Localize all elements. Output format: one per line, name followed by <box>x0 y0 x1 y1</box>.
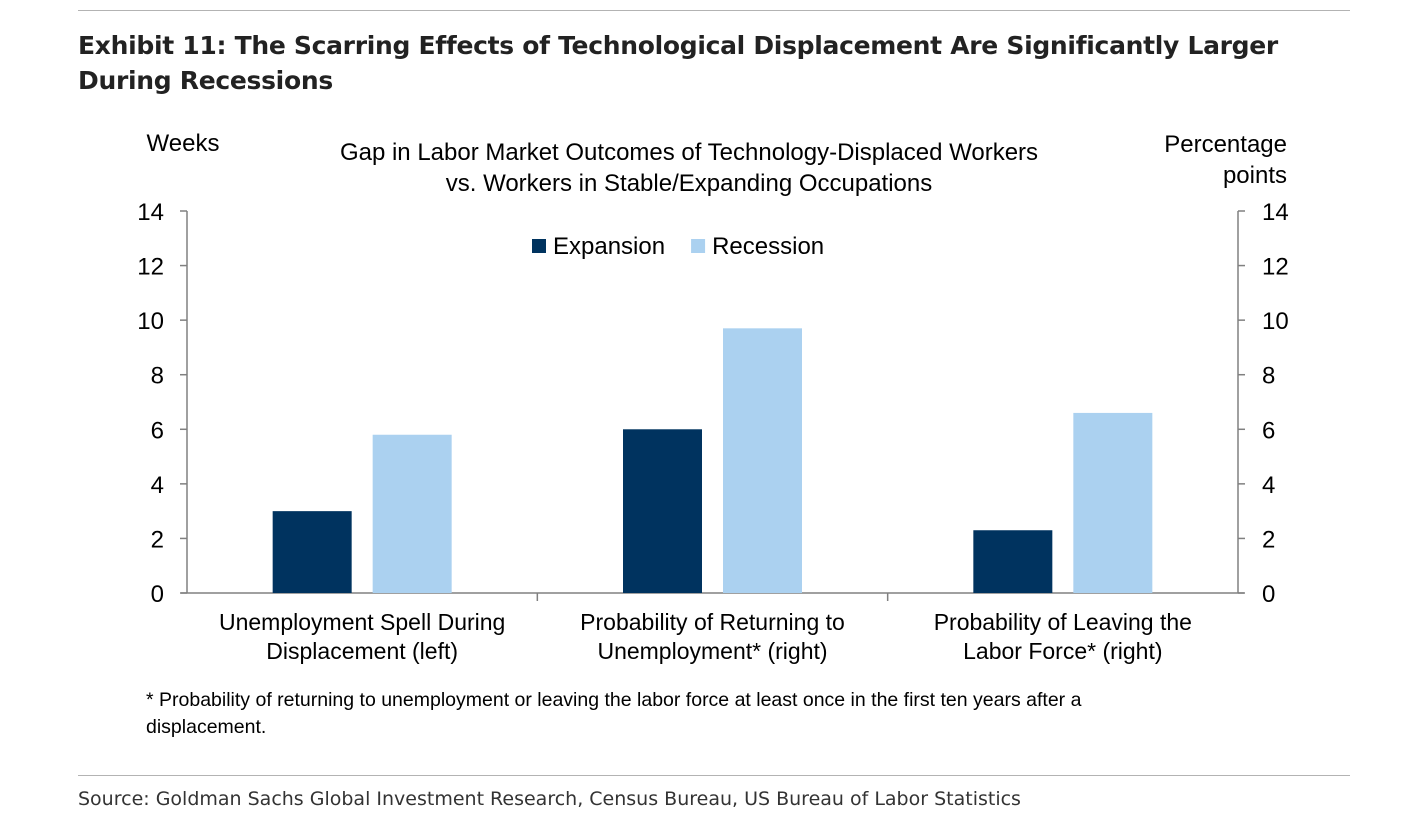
right-tick-label: 0 <box>1262 581 1275 608</box>
right-tick-label: 8 <box>1262 363 1275 390</box>
category-label-line: Labor Force* (right) <box>963 638 1162 664</box>
chart-title: Gap in Labor Market Outcomes of Technolo… <box>340 139 1038 197</box>
bar-recession-2 <box>723 328 802 593</box>
right-tick-label: 14 <box>1262 199 1289 226</box>
left-tick-label: 2 <box>151 526 164 553</box>
category-label-line: Probability of Returning to <box>580 609 845 635</box>
left-axis-label-line: Weeks <box>147 130 220 157</box>
category-label-line: Probability of Leaving the <box>934 609 1192 635</box>
category-label-line: Unemployment Spell During <box>219 609 505 635</box>
right-tick-label: 4 <box>1262 472 1275 499</box>
right-axis-label-line: points <box>1223 162 1287 189</box>
left-tick-label: 8 <box>151 363 164 390</box>
axes: 0 0 2 2 4 4 6 6 8 8 10 10 12 12 14 14 <box>137 199 1288 608</box>
bar-expansion-1 <box>272 511 352 593</box>
left-tick-label: 0 <box>151 581 164 608</box>
right-tick-label: 10 <box>1262 308 1289 335</box>
left-tick-label: 14 <box>137 199 164 226</box>
bar-expansion-3 <box>973 530 1053 593</box>
left-tick-label: 12 <box>137 254 164 281</box>
chart-title-line: vs. Workers in Stable/Expanding Occupati… <box>446 170 932 197</box>
left-tick-label: 6 <box>151 417 164 444</box>
exhibit-title: Exhibit 11: The Scarring Effects of Tech… <box>78 31 1278 95</box>
footnote-line: displacement. <box>146 716 266 738</box>
right-tick-label: 12 <box>1262 254 1289 281</box>
category-labels: Unemployment Spell During Displacement (l… <box>219 609 1192 664</box>
bars <box>272 328 1153 593</box>
right-axis-label-line: Percentage <box>1164 131 1287 158</box>
legend-swatch-recession <box>691 239 706 253</box>
legend: Expansion Recession <box>532 233 824 260</box>
footnote-line: * Probability of returning to unemployme… <box>146 689 1082 711</box>
category-label-line: Displacement (left) <box>266 638 458 664</box>
left-axis-label: Weeks <box>147 130 220 157</box>
chart-title-line: Gap in Labor Market Outcomes of Technolo… <box>340 139 1038 166</box>
bar-expansion-2 <box>623 429 702 593</box>
right-tick-label: 6 <box>1262 417 1275 444</box>
legend-label-expansion: Expansion <box>553 233 665 260</box>
bar-recession-3 <box>1073 412 1153 593</box>
legend-label-recession: Recession <box>712 233 824 260</box>
left-tick-label: 10 <box>137 308 164 335</box>
footnote: * Probability of returning to unemployme… <box>146 689 1082 738</box>
bar-chart: Gap in Labor Market Outcomes of Technolo… <box>137 130 1288 738</box>
right-axis-label: Percentage points <box>1164 131 1287 189</box>
left-tick-label: 4 <box>151 472 164 499</box>
bar-recession-1 <box>372 434 452 593</box>
bottom-rule <box>78 775 1350 776</box>
top-rule <box>78 10 1350 11</box>
source-note: Source: Goldman Sachs Global Investment … <box>78 788 1021 810</box>
right-tick-label: 2 <box>1262 526 1275 553</box>
category-label-line: Unemployment* (right) <box>597 638 827 664</box>
legend-swatch-expansion <box>532 239 546 253</box>
